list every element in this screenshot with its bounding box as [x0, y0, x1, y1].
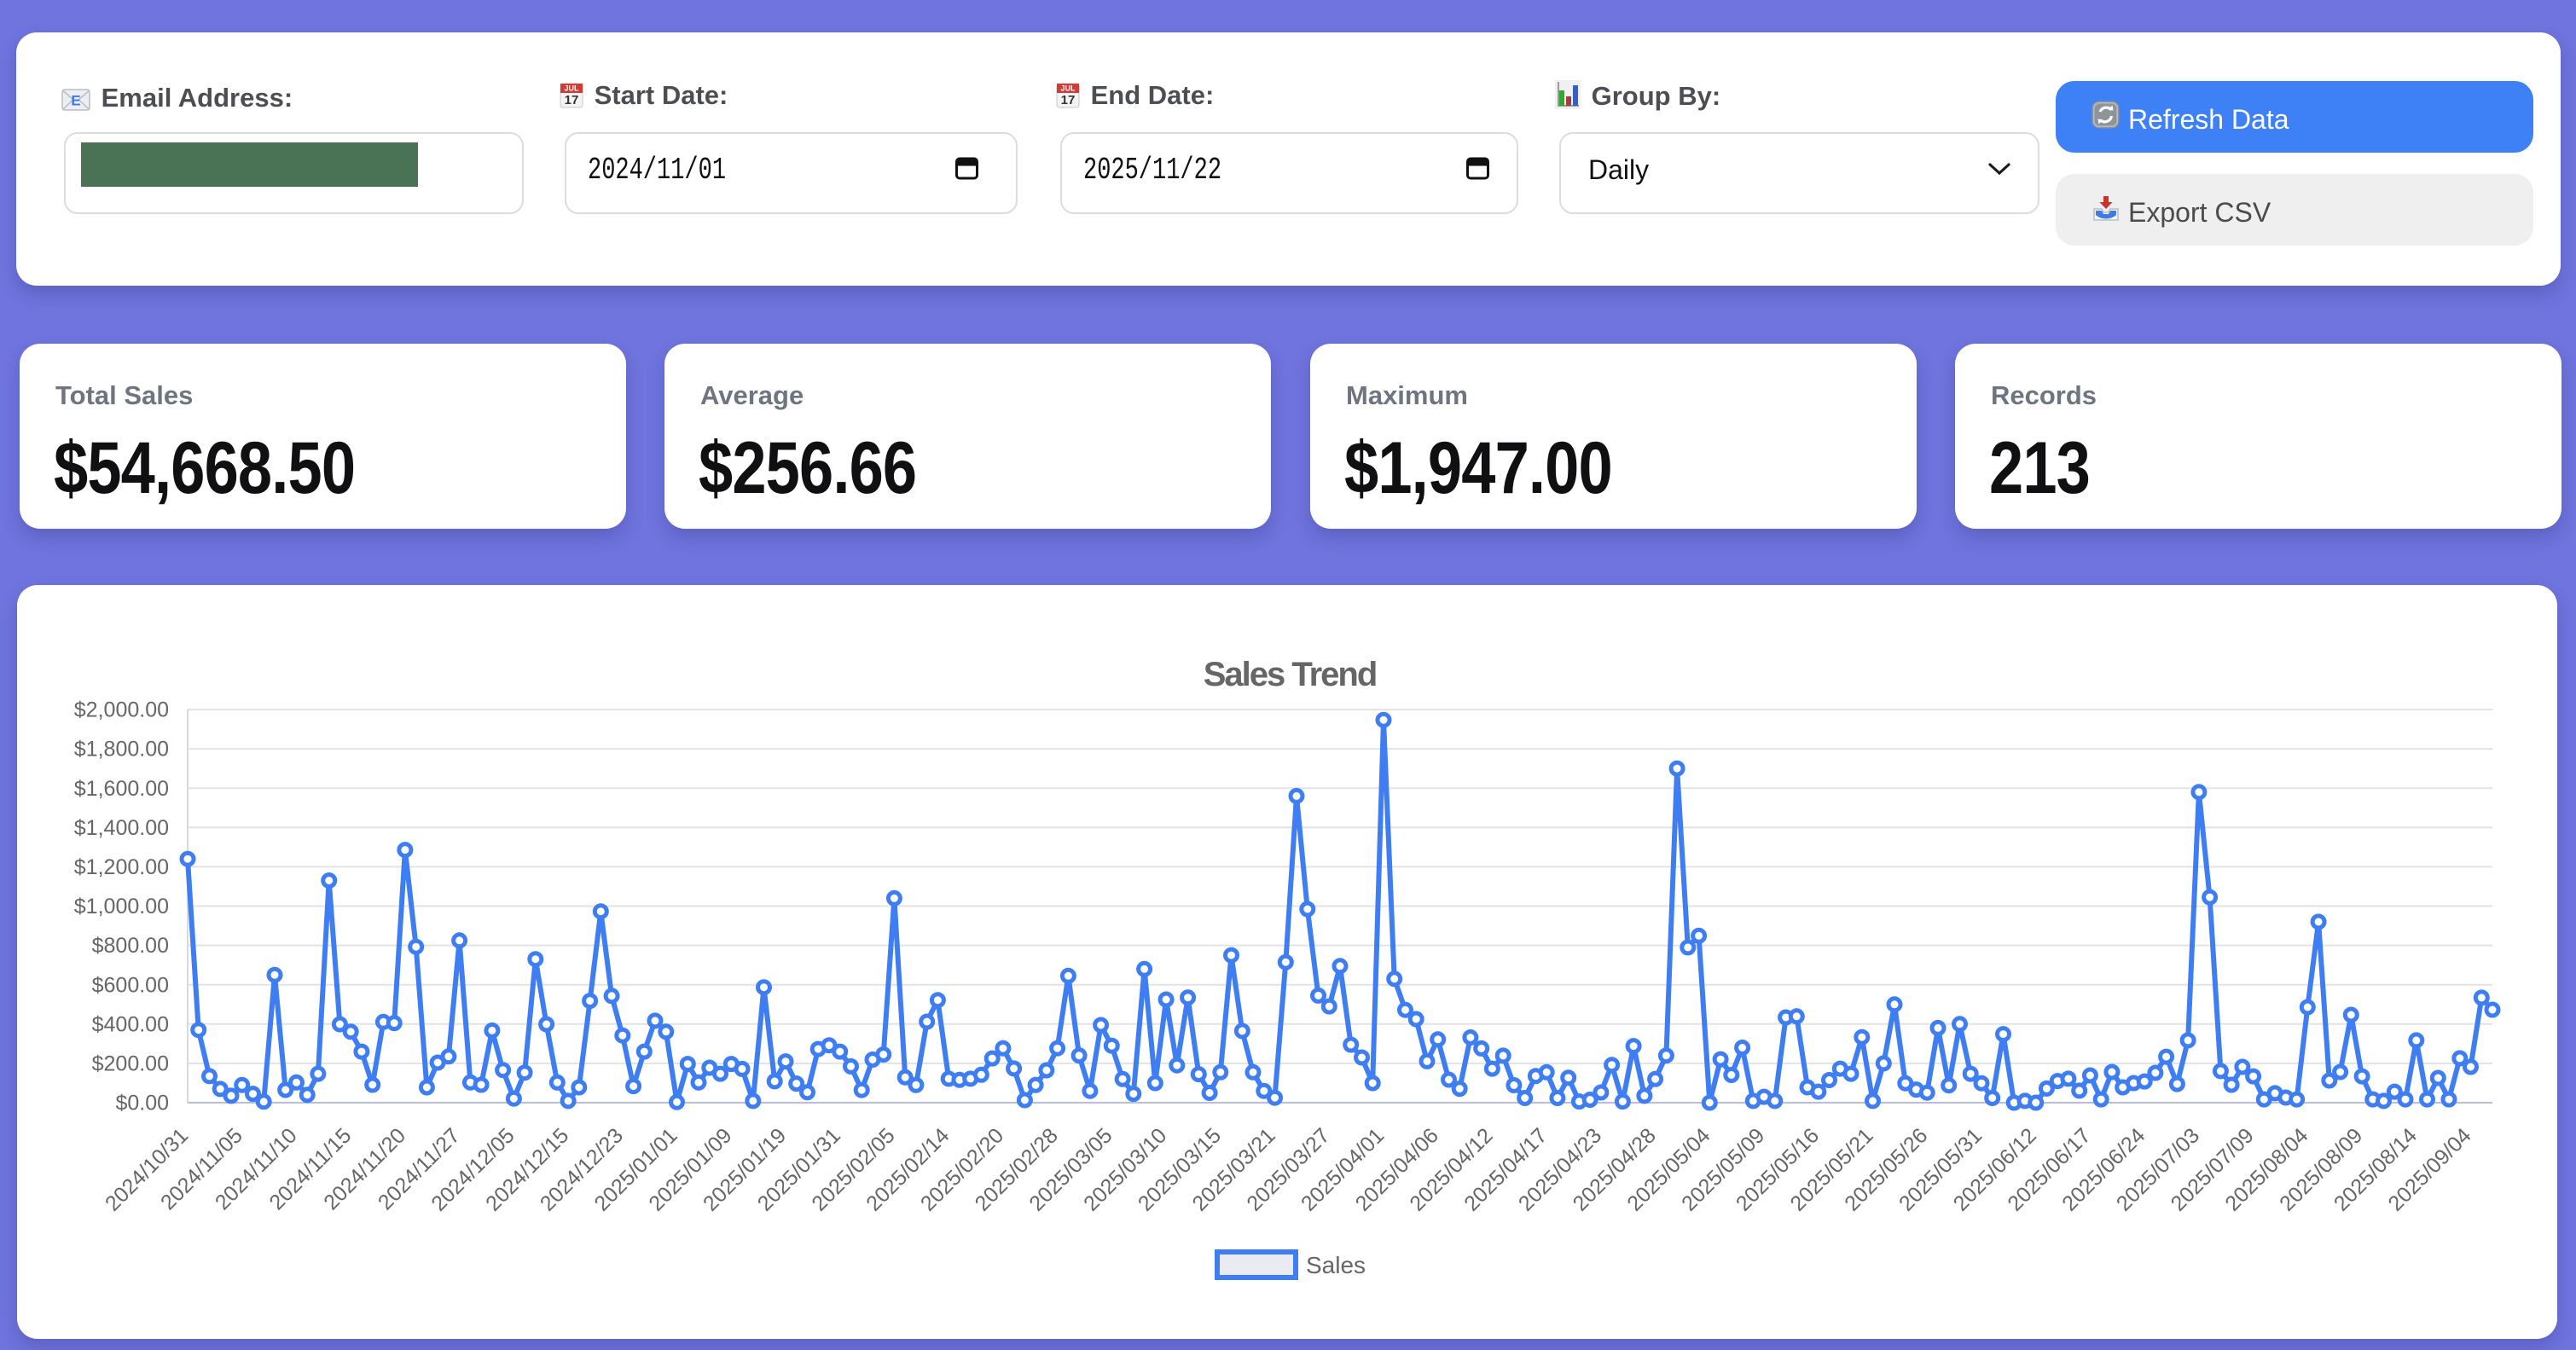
svg-text:JUL: JUL [1060, 84, 1076, 93]
svg-text:17: 17 [1061, 93, 1076, 107]
svg-text:$1,600.00: $1,600.00 [74, 777, 169, 801]
svg-text:$1,400.00: $1,400.00 [74, 816, 169, 840]
svg-text:$2,000.00: $2,000.00 [74, 698, 169, 722]
svg-text:E: E [71, 93, 80, 109]
svg-text:17: 17 [565, 93, 579, 107]
svg-text:$1,200.00: $1,200.00 [74, 855, 169, 879]
svg-text:Sales Trend: Sales Trend [1204, 656, 1377, 693]
svg-text:$1,800.00: $1,800.00 [74, 738, 169, 762]
svg-text:$800.00: $800.00 [92, 934, 169, 958]
svg-text:$400.00: $400.00 [92, 1012, 169, 1036]
svg-text:JUL: JUL [564, 84, 579, 93]
svg-text:Sales: Sales [1306, 1252, 1366, 1278]
svg-text:$200.00: $200.00 [92, 1052, 169, 1076]
svg-text:$1,000.00: $1,000.00 [74, 895, 169, 918]
svg-text:$0.00: $0.00 [115, 1092, 169, 1115]
svg-text:$600.00: $600.00 [92, 973, 169, 997]
